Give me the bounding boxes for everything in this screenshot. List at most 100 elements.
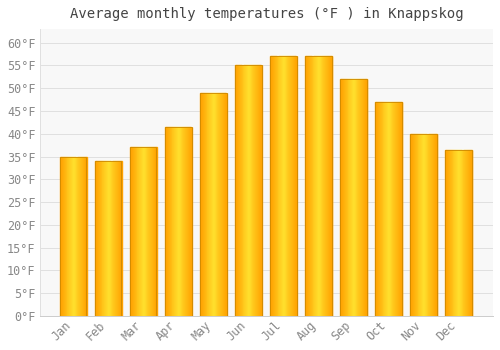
Bar bbox=[165, 127, 166, 316]
Bar bbox=[114, 161, 115, 316]
Bar bbox=[377, 102, 378, 316]
Bar bbox=[270, 56, 271, 316]
Bar bbox=[221, 93, 222, 316]
Bar bbox=[224, 93, 226, 316]
Bar bbox=[421, 134, 422, 316]
Bar bbox=[344, 79, 345, 316]
Bar bbox=[95, 161, 96, 316]
Bar bbox=[83, 156, 84, 316]
Bar bbox=[465, 150, 466, 316]
Bar bbox=[435, 134, 436, 316]
Bar bbox=[386, 102, 387, 316]
Bar bbox=[286, 56, 288, 316]
Bar bbox=[270, 56, 296, 316]
Bar bbox=[100, 161, 102, 316]
Bar bbox=[316, 56, 317, 316]
Bar bbox=[179, 127, 180, 316]
Bar bbox=[180, 127, 182, 316]
Bar bbox=[249, 65, 250, 316]
Bar bbox=[278, 56, 280, 316]
Bar bbox=[306, 56, 332, 316]
Bar bbox=[345, 79, 346, 316]
Bar bbox=[212, 93, 213, 316]
Bar bbox=[420, 134, 421, 316]
Bar bbox=[378, 102, 379, 316]
Bar bbox=[213, 93, 214, 316]
Bar bbox=[410, 134, 436, 316]
Bar bbox=[412, 134, 413, 316]
Bar bbox=[142, 147, 143, 316]
Bar bbox=[133, 147, 134, 316]
Bar bbox=[120, 161, 122, 316]
Bar bbox=[306, 56, 332, 316]
Bar bbox=[258, 65, 259, 316]
Bar bbox=[432, 134, 433, 316]
Bar bbox=[178, 127, 179, 316]
Bar bbox=[82, 156, 83, 316]
Bar bbox=[117, 161, 118, 316]
Bar bbox=[325, 56, 326, 316]
Bar bbox=[250, 65, 252, 316]
Bar bbox=[203, 93, 204, 316]
Bar bbox=[424, 134, 425, 316]
Bar bbox=[364, 79, 366, 316]
Bar bbox=[395, 102, 396, 316]
Bar bbox=[380, 102, 382, 316]
Bar bbox=[148, 147, 149, 316]
Bar bbox=[259, 65, 260, 316]
Bar bbox=[468, 150, 469, 316]
Bar bbox=[362, 79, 363, 316]
Bar bbox=[130, 147, 131, 316]
Bar bbox=[238, 65, 239, 316]
Bar bbox=[355, 79, 356, 316]
Bar bbox=[356, 79, 358, 316]
Bar bbox=[423, 134, 424, 316]
Bar bbox=[138, 147, 140, 316]
Bar bbox=[79, 156, 80, 316]
Bar bbox=[288, 56, 290, 316]
Bar bbox=[188, 127, 189, 316]
Bar bbox=[260, 65, 262, 316]
Bar bbox=[340, 79, 366, 316]
Bar bbox=[280, 56, 281, 316]
Bar bbox=[446, 150, 471, 316]
Bar bbox=[446, 150, 447, 316]
Bar bbox=[392, 102, 394, 316]
Bar bbox=[108, 161, 109, 316]
Bar bbox=[130, 147, 156, 316]
Bar bbox=[306, 56, 307, 316]
Bar bbox=[156, 147, 158, 316]
Bar bbox=[322, 56, 324, 316]
Bar bbox=[186, 127, 187, 316]
Bar bbox=[216, 93, 218, 316]
Bar bbox=[411, 134, 412, 316]
Bar bbox=[239, 65, 240, 316]
Bar bbox=[252, 65, 254, 316]
Bar bbox=[64, 156, 66, 316]
Bar bbox=[98, 161, 99, 316]
Bar bbox=[73, 156, 74, 316]
Bar bbox=[329, 56, 330, 316]
Bar bbox=[384, 102, 385, 316]
Bar bbox=[469, 150, 470, 316]
Bar bbox=[415, 134, 416, 316]
Bar bbox=[246, 65, 247, 316]
Bar bbox=[330, 56, 332, 316]
Bar bbox=[107, 161, 108, 316]
Bar bbox=[177, 127, 178, 316]
Bar bbox=[394, 102, 395, 316]
Bar bbox=[389, 102, 390, 316]
Bar bbox=[210, 93, 211, 316]
Bar bbox=[340, 79, 366, 316]
Bar bbox=[353, 79, 354, 316]
Bar bbox=[240, 65, 242, 316]
Bar bbox=[307, 56, 308, 316]
Bar bbox=[283, 56, 284, 316]
Bar bbox=[220, 93, 221, 316]
Bar bbox=[416, 134, 418, 316]
Bar bbox=[150, 147, 151, 316]
Bar bbox=[366, 79, 368, 316]
Bar bbox=[136, 147, 138, 316]
Bar bbox=[247, 65, 248, 316]
Bar bbox=[60, 156, 86, 316]
